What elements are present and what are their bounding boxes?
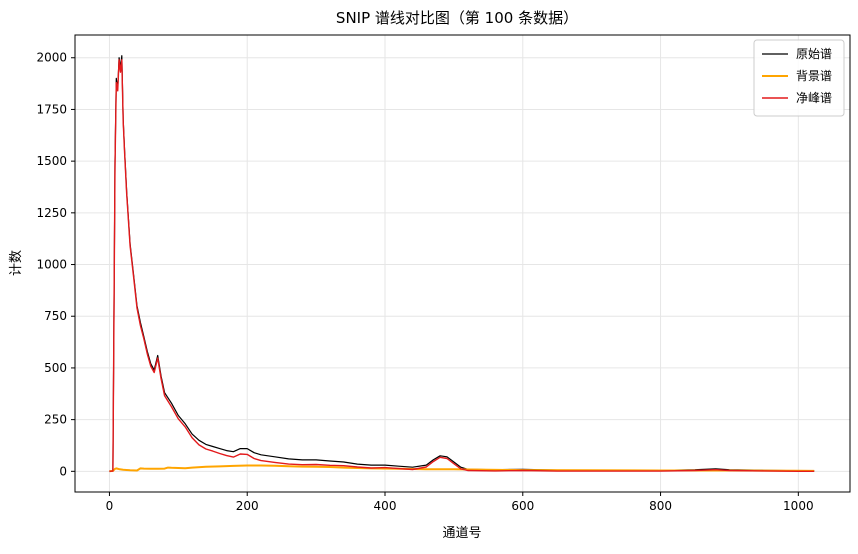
y-tick-label: 750	[44, 309, 67, 323]
x-tick-label: 200	[236, 499, 259, 513]
y-tick-label: 1500	[36, 154, 67, 168]
legend-box	[753, 39, 845, 117]
grid	[75, 35, 850, 492]
legend-label: 背景谱	[796, 69, 832, 83]
y-tick-label: 0	[59, 464, 67, 478]
series-group	[109, 55, 815, 473]
x-axis-title: 通道号	[442, 526, 481, 541]
series-line-3	[109, 59, 815, 472]
x-tick-label: 400	[374, 499, 397, 513]
y-tick-label: 1000	[36, 258, 67, 272]
y-tick-label: 500	[44, 361, 67, 375]
y-tick-label: 1750	[36, 102, 67, 116]
series-line-1	[109, 55, 815, 472]
y-tick-label: 2000	[36, 51, 67, 65]
plot-frame	[74, 34, 851, 493]
x-tick-label: 600	[511, 499, 534, 513]
y-tick-label: 1250	[36, 206, 67, 220]
series-line-2	[109, 464, 815, 473]
legend-label: 原始谱	[796, 47, 832, 61]
y-tick-label: 250	[44, 413, 67, 427]
legend-label: 净峰谱	[796, 91, 832, 105]
axis-ticks: 0 200 400 600 800 1000 0 250 500 750 1000 1250 1500 1…	[36, 51, 813, 513]
x-tick-label: 0	[106, 499, 114, 513]
y-axis-title: 计数	[9, 250, 24, 276]
x-tick-label: 800	[649, 499, 672, 513]
x-tick-label: 1000	[783, 499, 814, 513]
chart-title: SNIP 谱线对比图（第 100 条数据）	[336, 9, 578, 27]
